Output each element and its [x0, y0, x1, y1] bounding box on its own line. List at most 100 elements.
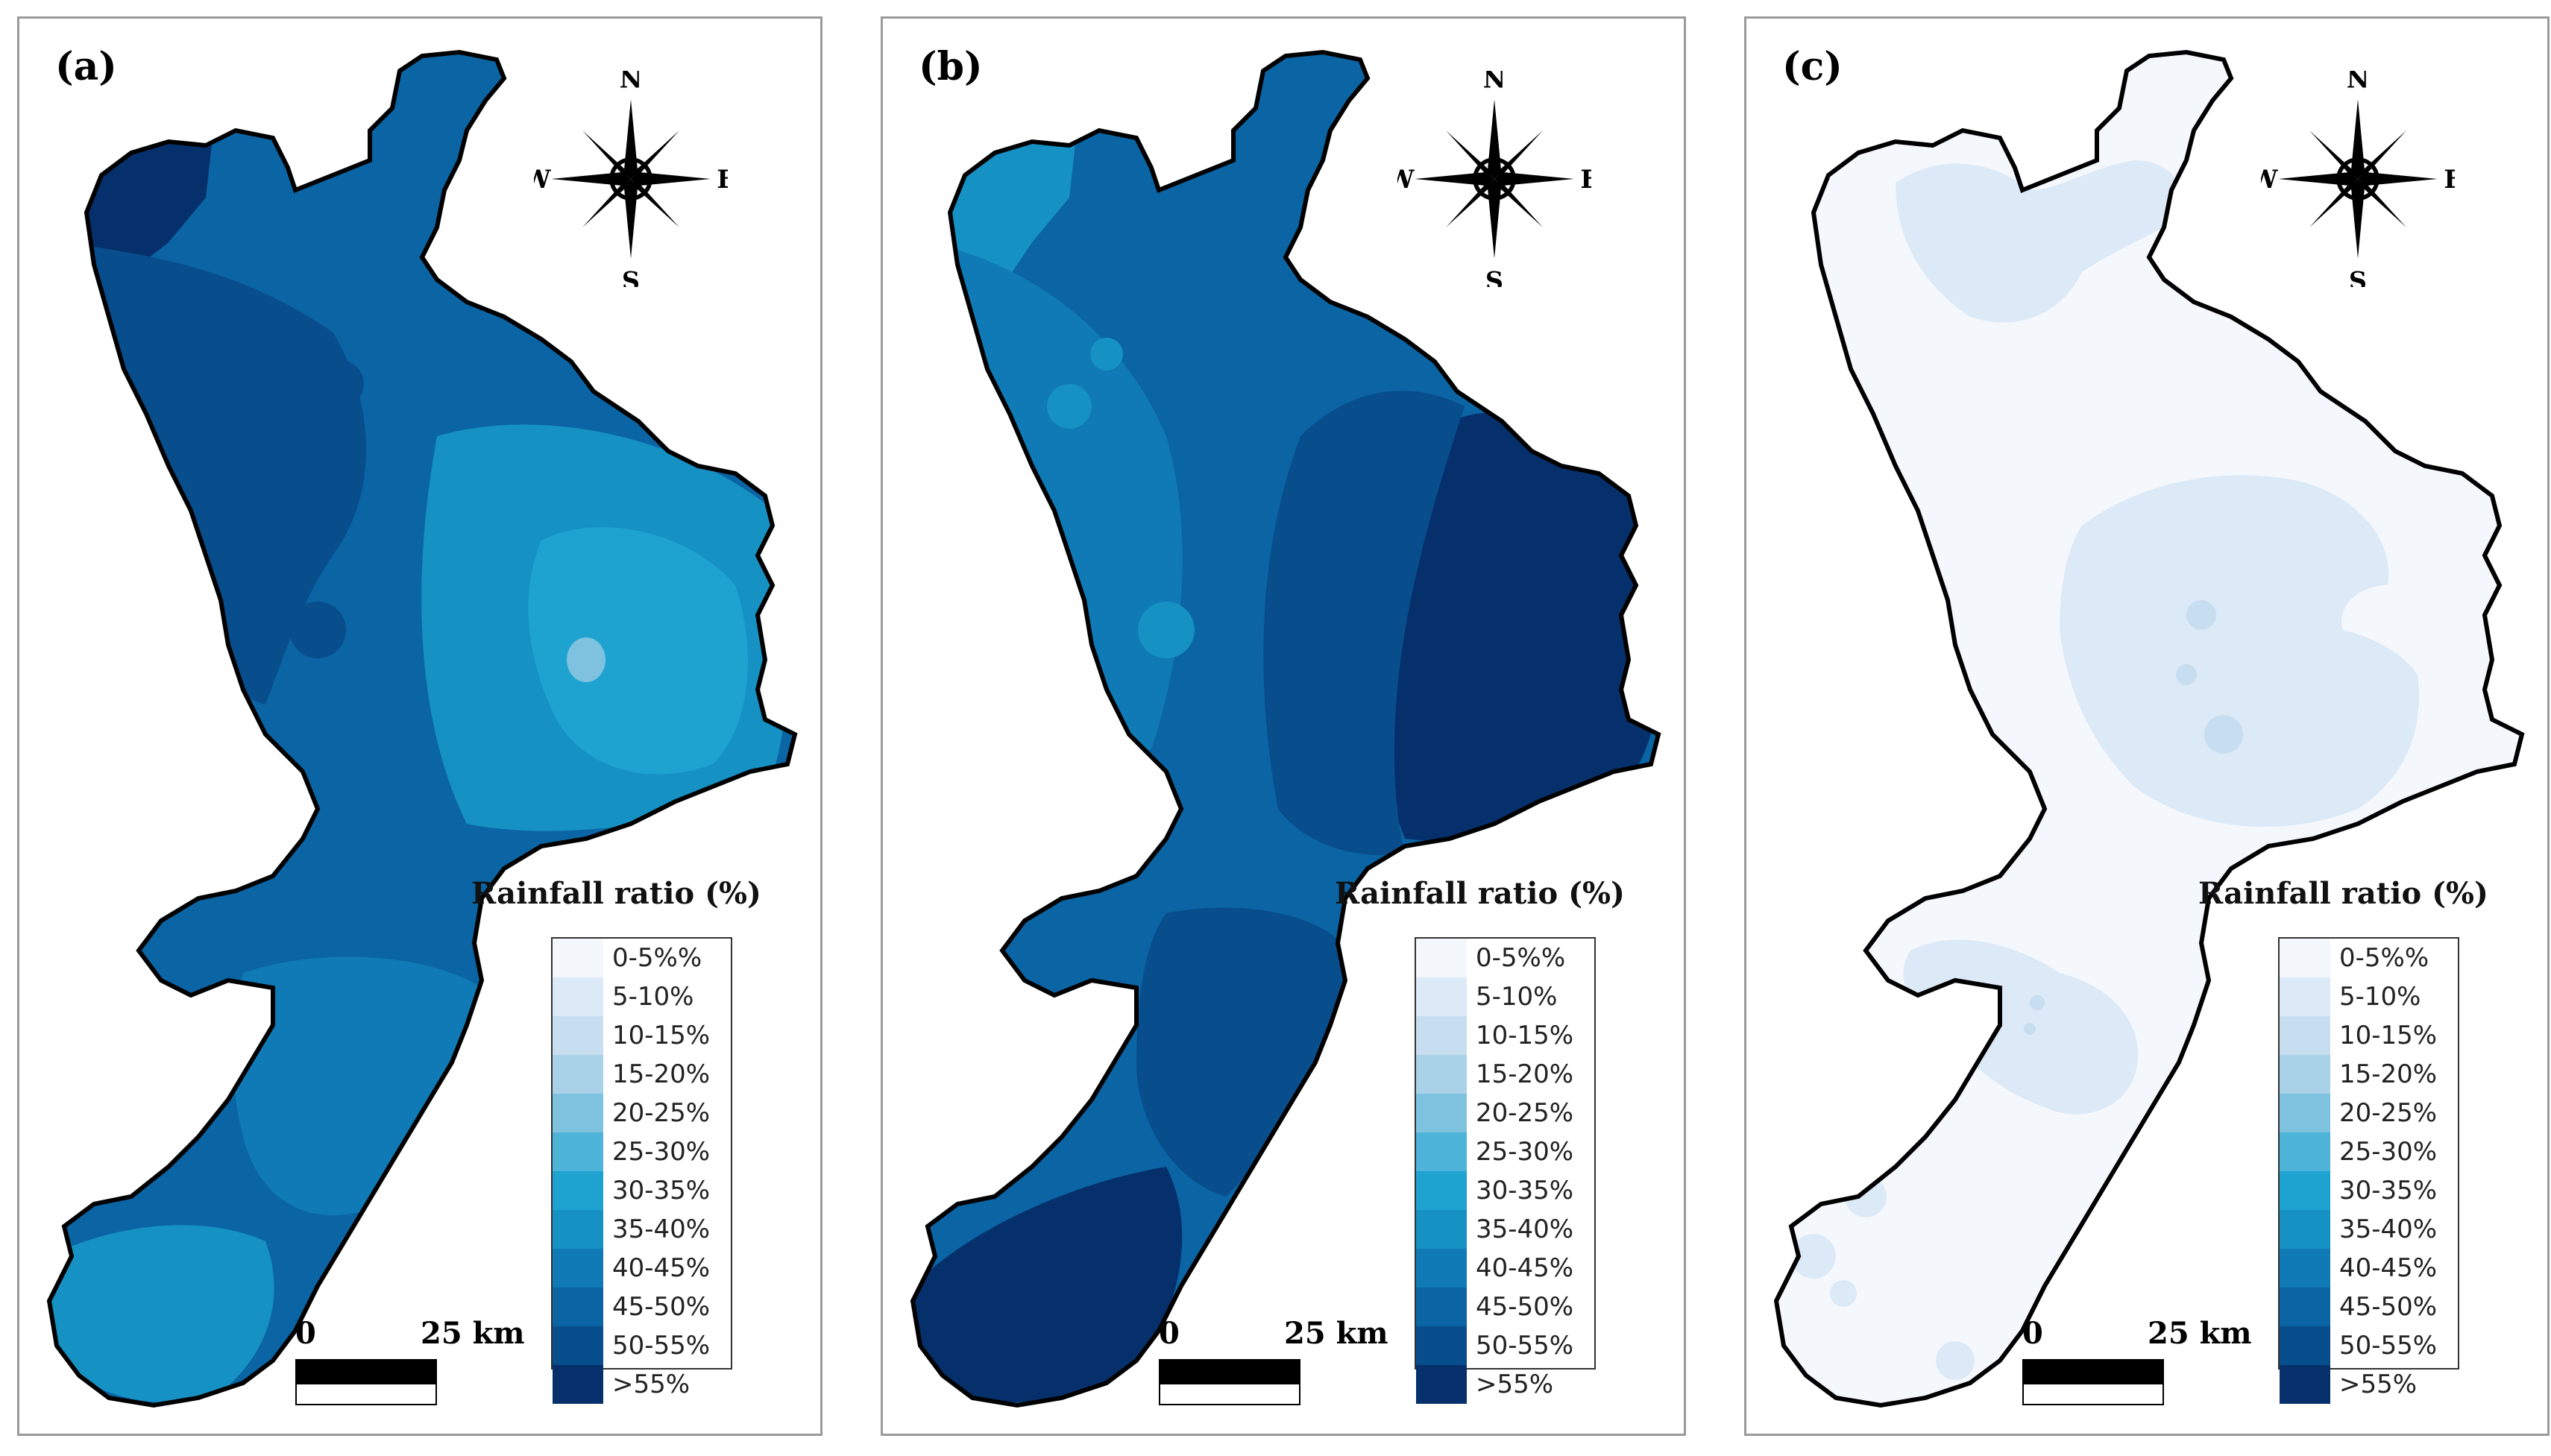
- legend-label: 20-25%: [2339, 1098, 2438, 1128]
- legend-swatch: [553, 1365, 603, 1404]
- legend-row: 0-5%%: [553, 939, 731, 977]
- legend-label: 5-10%: [2339, 982, 2421, 1012]
- map-b-region-south-tip: [913, 1167, 1183, 1403]
- legend-swatch: [1416, 1288, 1467, 1326]
- scale-bar: 0 25 km: [295, 1316, 564, 1420]
- legend-label: 15-20%: [2339, 1059, 2438, 1089]
- compass-rose-icon: N S W E: [2261, 71, 2455, 287]
- map-c-region-north: [1896, 160, 2180, 323]
- map-c-darker-spots: [2024, 600, 2243, 1035]
- legend-label: 45-50%: [612, 1292, 711, 1322]
- scale-zero: 0: [295, 1316, 316, 1351]
- legend-swatch: [553, 1016, 603, 1055]
- map-b-region-central: [1263, 391, 1465, 855]
- legend-row: 25-30%: [2280, 1132, 2458, 1171]
- legend-row: 0-5%%: [1416, 939, 1594, 977]
- legend-row: 50-55%: [1416, 1326, 1594, 1365]
- map-a: [19, 19, 822, 1436]
- legend-label: 10-15%: [2339, 1021, 2438, 1050]
- legend-swatch: [1416, 1171, 1467, 1210]
- legend-swatch: [2280, 1365, 2330, 1404]
- legend-row: 10-15%: [1416, 1016, 1594, 1055]
- scale-zero: 0: [1159, 1316, 1180, 1351]
- legend-row: 45-50%: [553, 1288, 731, 1326]
- legend-swatch: [2280, 1210, 2330, 1249]
- compass-rose-icon: N S W E: [534, 71, 728, 287]
- legend-label: 5-10%: [1476, 982, 1558, 1012]
- legend: 0-5%% 5-10% 10-15% 15-20% 20-25% 25-30% 30-35%…: [2278, 937, 2459, 1404]
- legend-swatch: [2280, 1055, 2330, 1094]
- legend-swatch: [553, 1288, 603, 1326]
- legend-swatch: [1416, 1210, 1467, 1249]
- legend-label: 30-35%: [612, 1176, 711, 1206]
- scale-bar-white: [2022, 1383, 2164, 1405]
- panel-a: (a) N S W E Rainfall ratio (%) 0-5%% 5-10…: [17, 16, 822, 1436]
- legend-label: >55%: [1476, 1370, 1554, 1399]
- panel-c-label: (c): [1782, 44, 1843, 89]
- compass-e: E: [1580, 165, 1591, 194]
- legend-label: 50-55%: [1476, 1331, 1574, 1361]
- panel-b: (b) N S W E Rainfall ratio (%) 0-5%% 5-10…: [881, 16, 1686, 1436]
- legend-swatch: [2280, 1016, 2330, 1055]
- legend-label: 30-35%: [1476, 1176, 1574, 1206]
- compass-w: W: [534, 165, 551, 194]
- legend: 0-5%% 5-10% 10-15% 15-20% 20-25% 25-30% 30-35%…: [551, 937, 732, 1404]
- scale-bar: 0 25 km: [2022, 1316, 2291, 1420]
- compass-s: S: [1485, 267, 1503, 287]
- legend-swatch: [2280, 1326, 2330, 1365]
- panel-a-label: (a): [55, 44, 117, 89]
- map-b-region-east: [1381, 412, 1658, 842]
- legend-swatch: [553, 977, 603, 1016]
- legend-row: 20-25%: [553, 1094, 731, 1132]
- legend-row: 15-20%: [553, 1055, 731, 1094]
- legend-label: 35-40%: [1476, 1214, 1574, 1244]
- legend-label: 15-20%: [612, 1059, 711, 1089]
- scale-bar-white: [295, 1383, 437, 1405]
- map-b: [883, 19, 1686, 1436]
- legend-row: >55%: [553, 1365, 731, 1404]
- compass-n: N: [1483, 71, 1506, 93]
- legend-swatch: [553, 939, 603, 977]
- legend-row: 40-45%: [1416, 1249, 1594, 1288]
- legend-row: 45-50%: [1416, 1288, 1594, 1326]
- legend-label: 50-55%: [2339, 1331, 2438, 1361]
- legend-row: 50-55%: [2280, 1326, 2458, 1365]
- legend-title: Rainfall ratio (%): [2198, 876, 2488, 911]
- legend-swatch: [553, 1132, 603, 1171]
- map-a-region-spot: [567, 637, 605, 682]
- compass-w: W: [2261, 165, 2278, 194]
- map-a-region-south-tip: [49, 1225, 274, 1403]
- scale-bar-black: [295, 1359, 437, 1384]
- legend-row: 10-15%: [553, 1016, 731, 1055]
- legend-row: 40-45%: [553, 1249, 731, 1288]
- legend-swatch: [1416, 1094, 1467, 1132]
- panel-c: (c) N S W E Rainfall ratio (%) 0-5%% 5-10…: [1744, 16, 2550, 1436]
- legend-row: 35-40%: [1416, 1210, 1594, 1249]
- scale-length: 25 km: [1284, 1316, 1388, 1351]
- legend-row: >55%: [2280, 1365, 2458, 1404]
- legend-label: 40-45%: [2339, 1253, 2438, 1283]
- legend-row: >55%: [1416, 1365, 1594, 1404]
- legend-swatch: [2280, 977, 2330, 1016]
- legend-label: 10-15%: [612, 1021, 711, 1050]
- map-a-region-south-body: [232, 957, 482, 1216]
- map-b-region-west: [928, 242, 1183, 754]
- legend-row: 25-30%: [1416, 1132, 1594, 1171]
- legend-swatch: [1416, 1132, 1467, 1171]
- legend-swatch: [2280, 1132, 2330, 1171]
- legend-row: 35-40%: [553, 1210, 731, 1249]
- legend-label: 25-30%: [1476, 1137, 1574, 1167]
- legend-row: 20-25%: [2280, 1094, 2458, 1132]
- compass-n: N: [2347, 71, 2370, 93]
- legend-label: 20-25%: [612, 1098, 711, 1128]
- scale-length: 25 km: [2148, 1316, 2252, 1351]
- scale-zero: 0: [2022, 1316, 2043, 1351]
- legend-row: 40-45%: [2280, 1249, 2458, 1288]
- legend-label: 45-50%: [2339, 1292, 2438, 1322]
- legend-row: 5-10%: [1416, 977, 1594, 1016]
- legend-swatch: [1416, 977, 1467, 1016]
- scale-length: 25 km: [421, 1316, 525, 1351]
- compass-n: N: [620, 71, 643, 93]
- legend-swatch: [553, 1326, 603, 1365]
- legend-swatch: [1416, 1249, 1467, 1288]
